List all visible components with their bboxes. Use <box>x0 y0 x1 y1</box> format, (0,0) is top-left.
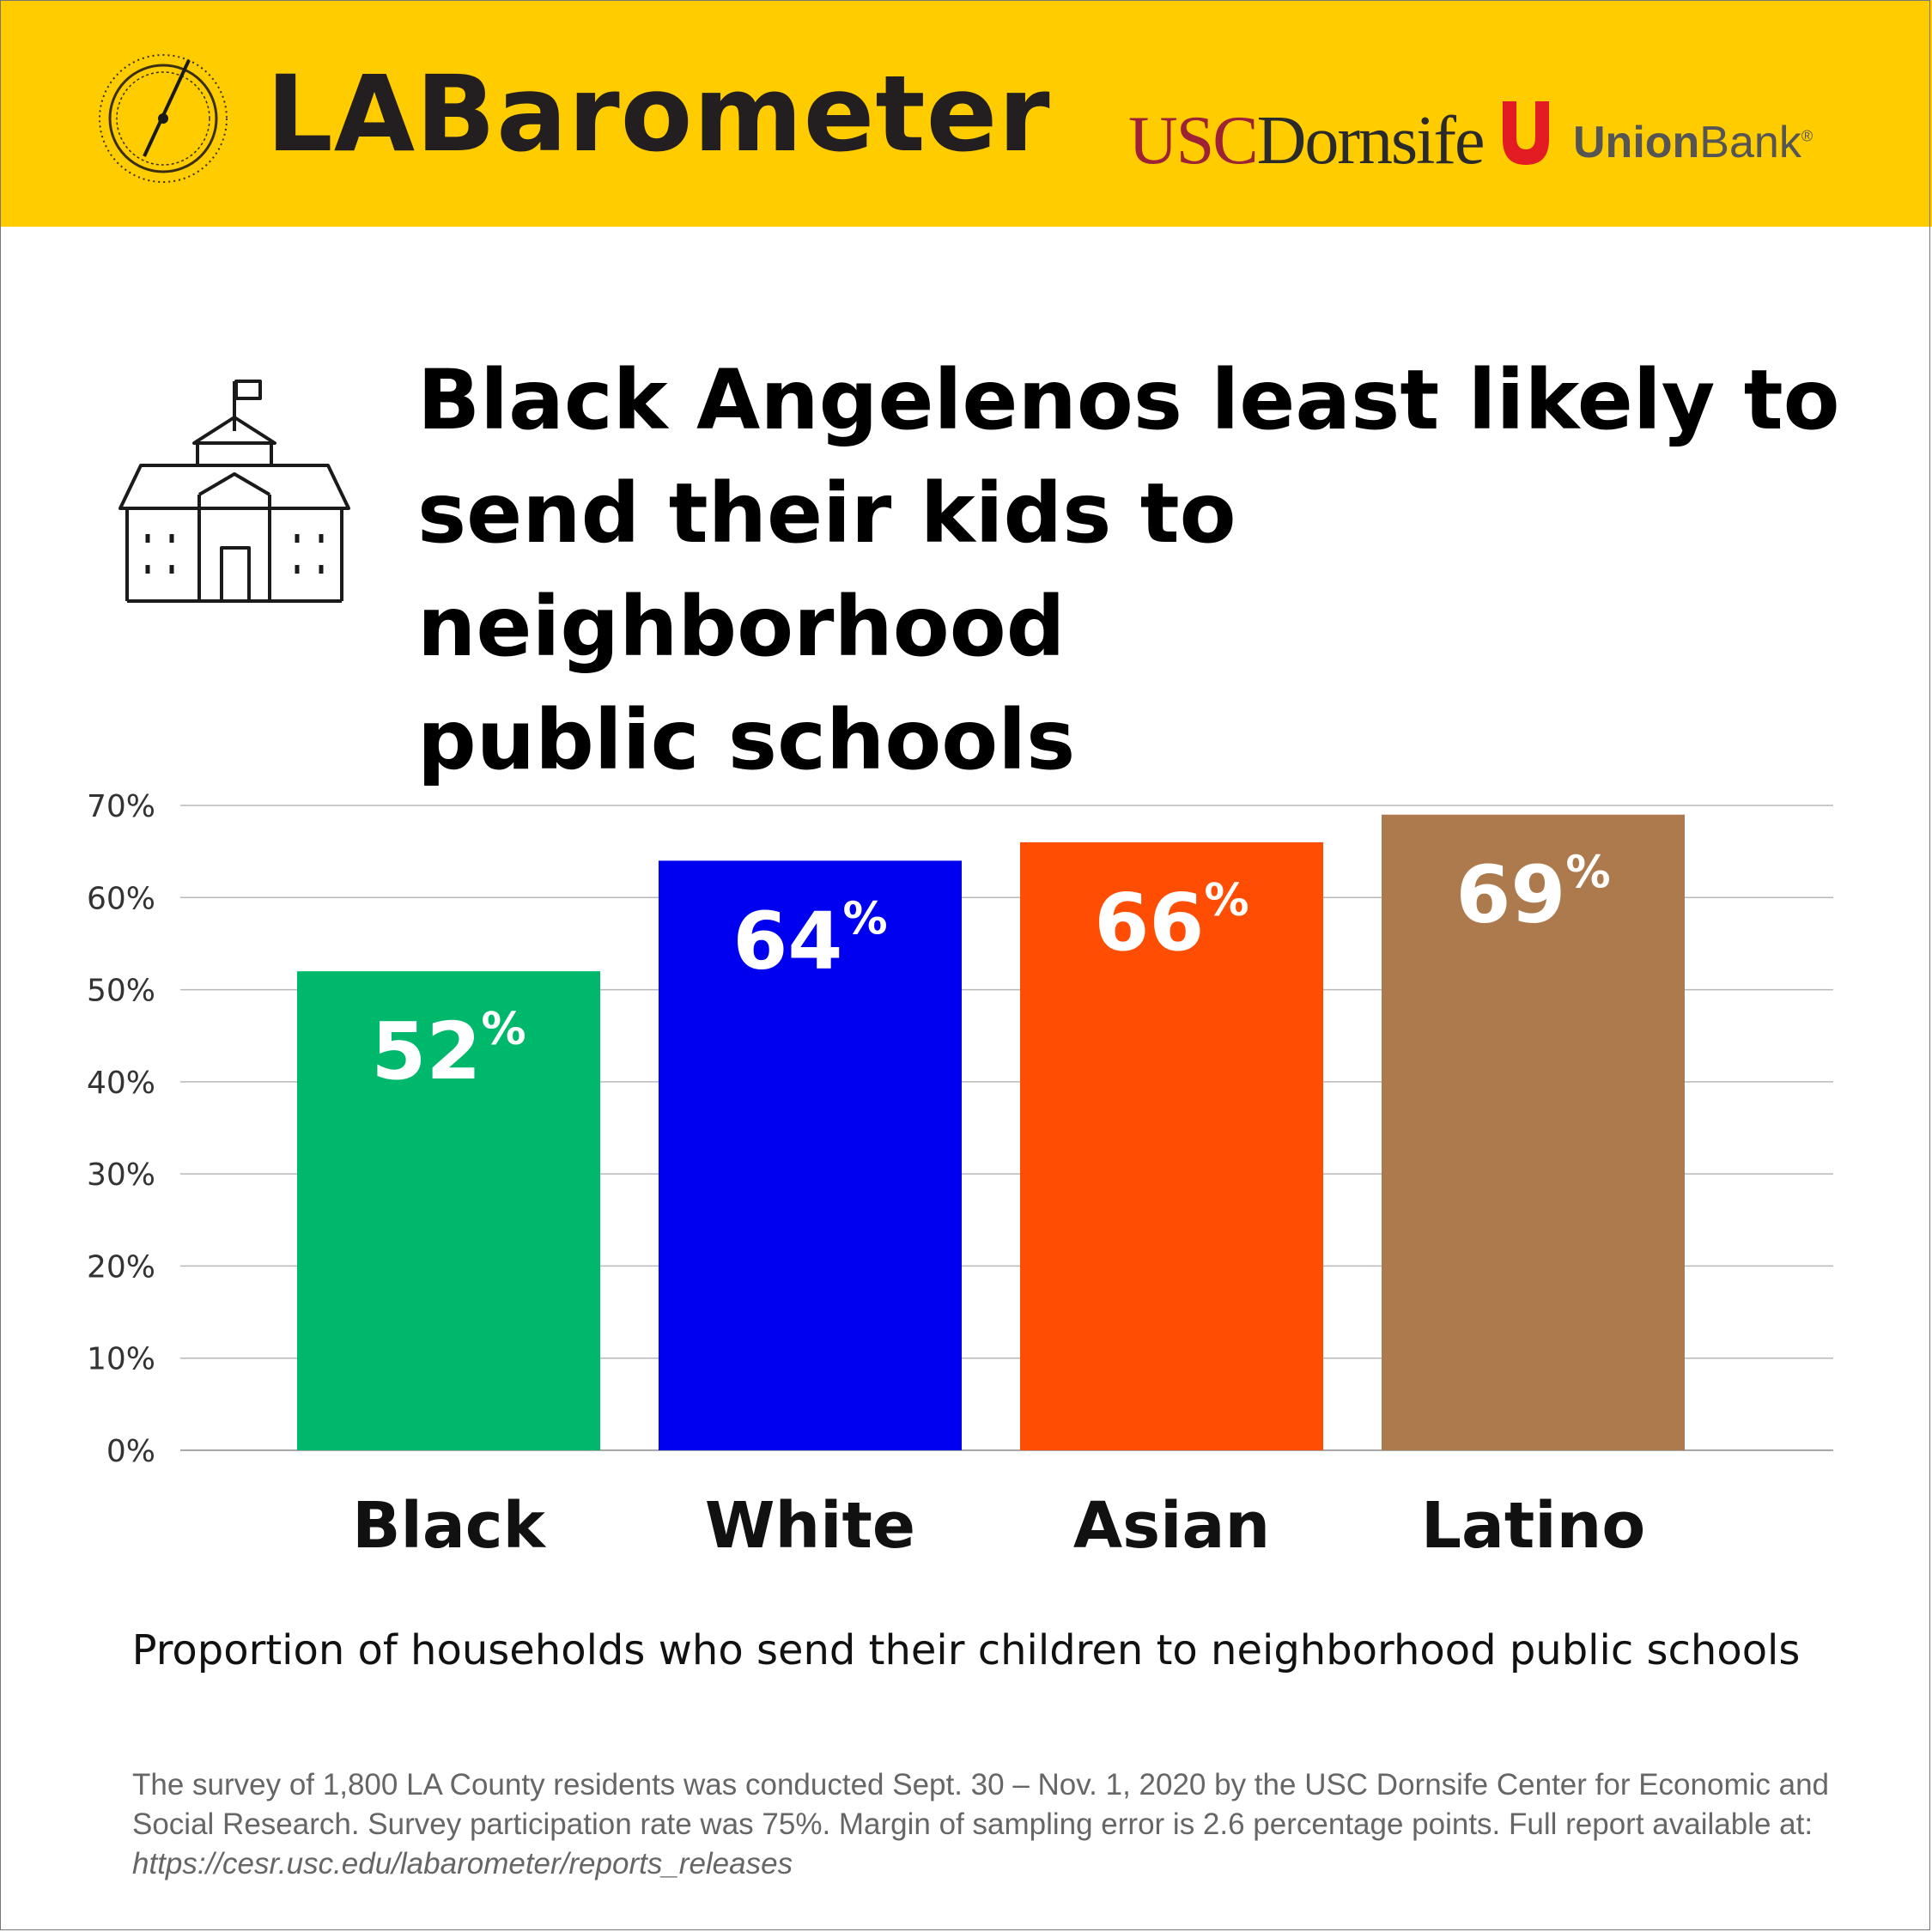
data-label-suffix: % <box>842 893 887 945</box>
survey-footnote: The survey of 1,800 LA County residents … <box>132 1765 1841 1884</box>
y-tick-label: 10% <box>87 1342 155 1377</box>
union-bank-logo-icon <box>1503 101 1549 165</box>
bar <box>297 971 600 1450</box>
footnote-line: Social Research. Survey participation ra… <box>132 1807 1814 1841</box>
header-banner: LABarometer USCDornsife UnionBank® <box>0 0 1932 227</box>
title-line: Black Angelenos least likely to <box>417 352 1840 448</box>
y-tick-label: 70% <box>87 789 155 824</box>
y-tick-label: 20% <box>87 1249 155 1285</box>
union-bank-logo-text: UnionBank® <box>1573 120 1813 165</box>
x-category-label: Black <box>352 1489 547 1563</box>
x-category-label: Latino <box>1421 1489 1645 1563</box>
barometer-dial-icon <box>99 54 228 183</box>
y-tick-label: 60% <box>87 881 155 916</box>
usc-dornsife-logo: USCDornsife <box>1128 106 1485 175</box>
title-line: send their kids to neighborhood <box>417 465 1236 675</box>
x-category-label: Asian <box>1073 1489 1270 1563</box>
data-label: 69% <box>1455 848 1610 941</box>
union-bank-union: Union <box>1573 118 1700 167</box>
brand-name: LABarometer <box>266 53 1051 175</box>
chart-x-axis-label: Proportion of households who send their … <box>131 1626 1801 1674</box>
data-label-suffix: % <box>481 1004 526 1055</box>
data-label-suffix: % <box>1204 875 1249 927</box>
usc-logo-part: USC <box>1128 103 1259 179</box>
y-tick-label: 50% <box>87 974 155 1009</box>
school-building-icon <box>118 380 350 603</box>
data-label: 52% <box>371 1004 526 1097</box>
bar <box>1020 841 1323 1450</box>
y-tick-label: 30% <box>87 1157 155 1193</box>
y-tick-label: 0% <box>106 1434 155 1469</box>
page-title: Black Angelenos least likely to send the… <box>417 343 1877 797</box>
data-label-suffix: % <box>1565 848 1610 899</box>
x-category-label: White <box>705 1489 915 1563</box>
title-line: public schools <box>417 692 1076 788</box>
report-link[interactable]: https://cesr.usc.edu/labarometer/reports… <box>132 1847 793 1880</box>
union-bank-mark: ® <box>1801 127 1814 145</box>
footnote-line: The survey of 1,800 LA County residents … <box>132 1768 1829 1801</box>
y-tick-label: 40% <box>87 1066 155 1101</box>
bar <box>659 860 962 1450</box>
bar <box>1382 814 1685 1450</box>
union-bank-bank: Bank <box>1699 118 1801 167</box>
dornsife-logo-part: Dornsife <box>1256 103 1485 179</box>
